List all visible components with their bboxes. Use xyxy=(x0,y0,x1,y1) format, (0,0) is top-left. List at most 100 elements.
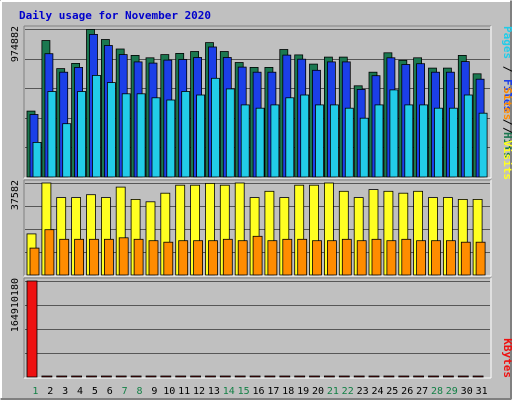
pages-bar-day-8 xyxy=(136,93,146,178)
chart-title: Daily usage for November 2020 xyxy=(19,9,211,22)
legend-kbytes: KBytes xyxy=(501,338,512,378)
panel-3-kbytes: 164910180 KBytes xyxy=(10,277,512,379)
pages-bar-day-7 xyxy=(121,93,131,178)
kbytes-bar-day-22 xyxy=(338,375,350,378)
panel-3-bg xyxy=(24,278,491,378)
kbytes-bar-day-10 xyxy=(160,375,172,378)
kbytes-bar-day-14 xyxy=(219,375,231,378)
kbytes-bar-day-24 xyxy=(368,375,380,378)
day-label-1: 1 xyxy=(32,386,38,397)
pages-bar-day-21 xyxy=(329,104,339,178)
kbytes-bar-day-23 xyxy=(353,375,365,378)
sites-bar-day-23 xyxy=(356,240,367,276)
pages-bar-day-29 xyxy=(448,107,458,178)
panel-2-bars xyxy=(26,182,486,276)
pages-bar-day-16 xyxy=(255,107,265,178)
day-label-2: 2 xyxy=(47,386,53,397)
sites-bar-day-15 xyxy=(237,240,248,276)
sites-bar-day-26 xyxy=(401,238,412,276)
day-label-27: 27 xyxy=(416,386,428,397)
day-label-11: 11 xyxy=(178,386,190,397)
kbytes-bar-day-13 xyxy=(205,375,216,378)
sites-bar-day-17 xyxy=(267,240,278,276)
sites-bar-day-7 xyxy=(118,237,129,276)
kbytes-bar-day-2 xyxy=(41,375,53,378)
sites-bar-day-29 xyxy=(445,240,456,276)
panel-3-bars xyxy=(26,280,484,378)
sites-bar-day-30 xyxy=(460,241,471,276)
kbytes-bar-day-7 xyxy=(115,375,127,378)
panel-1-hits-files-pages: 974882 Pages / Files / Hits xyxy=(10,25,512,179)
sites-bar-day-9 xyxy=(148,240,159,276)
pages-bar-day-30 xyxy=(463,94,473,178)
day-label-4: 4 xyxy=(77,386,83,397)
sites-bar-day-18 xyxy=(282,238,293,276)
kbytes-bar-day-29 xyxy=(442,375,454,378)
kbytes-bar-day-27 xyxy=(413,375,425,378)
kbytes-bar-day-18 xyxy=(279,375,291,378)
day-label-30: 30 xyxy=(461,386,473,397)
day-label-20: 20 xyxy=(312,386,324,397)
day-label-9: 9 xyxy=(151,386,157,397)
panel-2-max-label: 37582 xyxy=(10,180,21,210)
pages-bar-day-14 xyxy=(225,88,235,178)
sites-bar-day-10 xyxy=(163,241,174,276)
sites-bar-day-24 xyxy=(371,238,382,276)
legend-sites: Sites xyxy=(501,87,512,120)
legend-sep-1: / xyxy=(501,59,512,79)
kbytes-bar-day-16 xyxy=(249,375,261,378)
pages-bar-day-25 xyxy=(389,89,399,178)
day-label-21: 21 xyxy=(327,386,339,397)
pages-bar-day-10 xyxy=(166,99,176,178)
kbytes-bar-day-19 xyxy=(294,375,306,378)
kbytes-bar-day-30 xyxy=(457,375,469,378)
pages-bar-day-4 xyxy=(77,91,86,178)
kbytes-bar-day-17 xyxy=(264,375,276,378)
panel-1-max-label: 974882 xyxy=(10,26,21,62)
pages-bar-day-22 xyxy=(344,107,354,178)
pages-bar-day-20 xyxy=(315,104,324,178)
panel-2-visits-sites: 37582 Sites / Visits xyxy=(10,87,512,277)
sites-bar-day-22 xyxy=(341,238,352,276)
sites-bar-day-13 xyxy=(208,240,218,276)
legend-visits: Visits xyxy=(501,140,512,180)
day-label-15: 15 xyxy=(238,386,250,397)
kbytes-bar-day-9 xyxy=(145,375,157,378)
legend-sep-3: / xyxy=(501,120,512,140)
pages-bar-day-23 xyxy=(359,117,369,178)
kbytes-bar-day-25 xyxy=(383,375,395,378)
day-label-10: 10 xyxy=(163,386,175,397)
pages-bar-day-26 xyxy=(404,104,414,178)
kbytes-bar-day-3 xyxy=(56,375,68,378)
day-label-23: 23 xyxy=(357,386,369,397)
sites-bar-day-19 xyxy=(297,238,308,276)
legend-hits: Hits xyxy=(501,132,512,159)
sites-bar-day-6 xyxy=(104,238,114,276)
pages-bar-day-13 xyxy=(211,77,220,178)
day-label-31: 31 xyxy=(476,386,488,397)
legend-sep-2: / xyxy=(501,112,512,132)
day-label-16: 16 xyxy=(252,386,264,397)
pages-bar-day-9 xyxy=(151,97,161,178)
pages-bar-day-1 xyxy=(32,141,42,178)
pages-bar-day-2 xyxy=(47,91,57,178)
day-label-13: 13 xyxy=(208,386,220,397)
day-label-26: 26 xyxy=(401,386,413,397)
sites-bar-day-2 xyxy=(44,229,55,276)
legend-files: Files xyxy=(501,79,512,112)
sites-bar-day-4 xyxy=(74,238,84,276)
panel-3-max-label: 164910180 xyxy=(10,278,21,332)
kbytes-bar-day-26 xyxy=(398,375,410,378)
kbytes-bar-day-5 xyxy=(86,375,97,378)
day-label-3: 3 xyxy=(62,386,68,397)
sites-bar-day-1 xyxy=(29,247,40,276)
panel-3-legend: KBytes xyxy=(501,338,512,378)
sites-bar-day-21 xyxy=(326,240,337,276)
x-axis-day-labels: 1 2 3 4 5 6 7 8 9 10 11 12 13 14 15 16 17 18 19 20 21 22 23 24 2… xyxy=(32,386,487,397)
kbytes-bar-day-11 xyxy=(175,375,187,378)
sites-bar-day-11 xyxy=(178,240,189,276)
pages-bar-day-18 xyxy=(285,97,295,178)
sites-bar-day-12 xyxy=(193,240,204,276)
pages-bar-day-31 xyxy=(478,112,488,178)
